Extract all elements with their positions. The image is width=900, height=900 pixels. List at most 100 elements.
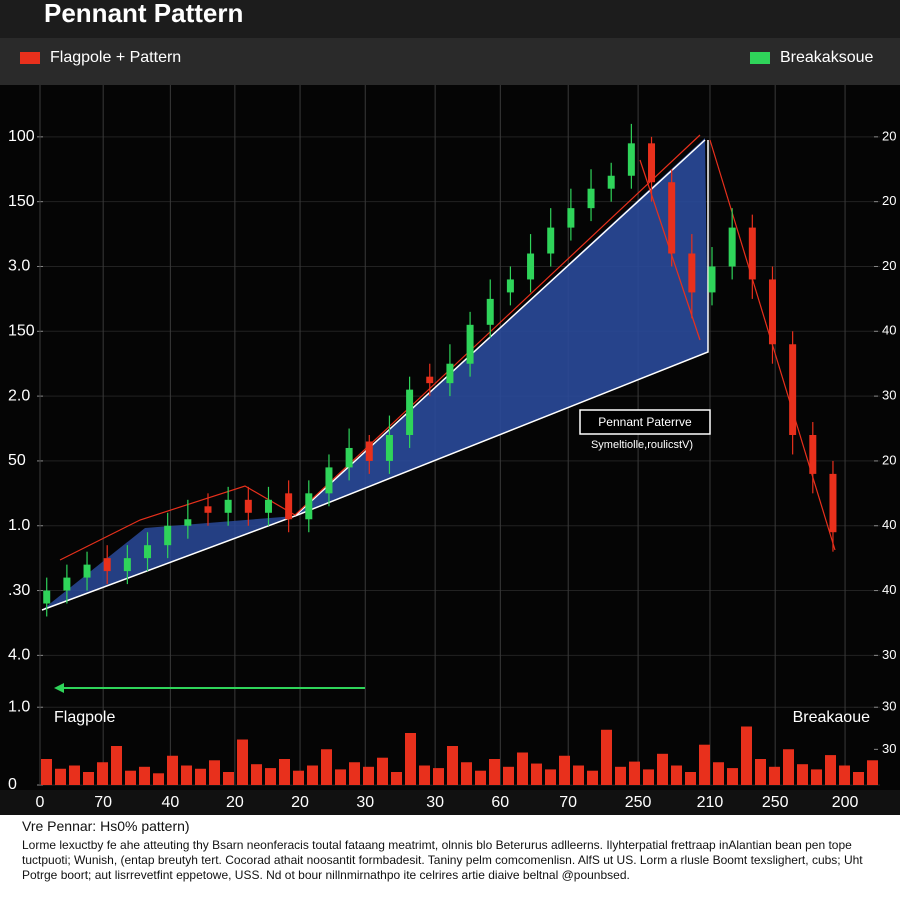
volume-bar: [223, 772, 234, 785]
volume-bar: [83, 772, 94, 785]
candle-body: [728, 227, 736, 267]
volume-bar: [503, 766, 514, 785]
candle-body: [547, 227, 555, 254]
volume-bar: [685, 772, 696, 785]
candle-body: [748, 227, 756, 280]
volume: [41, 726, 878, 785]
volume-bar: [139, 766, 150, 785]
volume-bar: [405, 733, 416, 785]
annotation: Flagpole: [54, 709, 115, 726]
volume-bar: [741, 726, 752, 785]
y-tick-label: 2.0: [8, 387, 30, 404]
candle-body: [204, 506, 212, 513]
x-tick-label: 0: [36, 794, 45, 811]
volume-bar: [755, 759, 766, 785]
volume-bar: [209, 760, 220, 785]
y-tick-label: 150: [8, 323, 35, 340]
volume-bar: [867, 760, 878, 785]
volume-bar: [97, 762, 108, 785]
pennant-line: [294, 140, 709, 517]
volume-bar: [265, 768, 276, 785]
chart-title: Pennant Pattern: [44, 0, 243, 28]
volume-bar: [797, 764, 808, 785]
volume-bar: [433, 768, 444, 785]
candle-body: [325, 467, 333, 494]
candle-body: [123, 558, 131, 572]
y2-tick-label: 20: [882, 128, 896, 143]
candle-body: [426, 376, 434, 384]
candle-body: [365, 441, 373, 461]
volume-bar: [713, 762, 724, 785]
volume-bar: [279, 759, 290, 785]
y-tick-label: 100: [8, 128, 35, 145]
volume-bar: [69, 765, 80, 785]
y2-tick-label: 20: [882, 193, 896, 208]
y2-tick-label: 30: [882, 741, 896, 756]
y-tick-label: 3.0: [8, 258, 30, 275]
candle-body: [688, 253, 696, 293]
volume-bar: [293, 770, 304, 785]
volume-bar: [825, 755, 836, 785]
volume-bar: [769, 766, 780, 785]
x-tick-label: 250: [625, 794, 652, 811]
annotation-box: [579, 409, 711, 435]
legend-label: Flagpole + Pattern: [50, 49, 181, 66]
candle-body: [607, 175, 615, 189]
volume-bar: [125, 770, 136, 785]
y2-tick-label: 30: [882, 699, 896, 714]
candle-body: [708, 266, 716, 293]
x-tick-label: 20: [226, 794, 244, 811]
volume-bar: [853, 772, 864, 785]
volume-bar: [377, 757, 388, 785]
y2-tick-label: 20: [882, 452, 896, 467]
candle-body: [406, 389, 414, 435]
volume-bar: [545, 769, 556, 785]
volume-bar: [447, 746, 458, 785]
candle-body: [63, 577, 71, 591]
legend: Flagpole + Pattern Breakaksoue: [20, 49, 873, 66]
candle-body: [224, 499, 232, 513]
candle-body: [587, 188, 595, 209]
volume-bar: [657, 753, 668, 785]
volume-bar: [559, 755, 570, 785]
candle-body: [264, 499, 272, 513]
volume-bar: [307, 765, 318, 785]
volume-bar: [251, 764, 262, 785]
volume-bar: [195, 768, 206, 785]
volume-bar: [727, 768, 738, 785]
volume-bar: [419, 765, 430, 785]
volume-bar: [643, 769, 654, 785]
annotation: Breakaoue: [793, 709, 870, 726]
x-axis-bar: [0, 790, 900, 815]
volume-bar: [55, 768, 66, 785]
candle-body: [486, 298, 494, 325]
candle-body: [43, 590, 51, 604]
annotation: Pennant Paterrve: [598, 415, 692, 429]
title-bar: [0, 0, 900, 38]
volume-bar: [111, 746, 122, 785]
x-tick-label: 30: [356, 794, 374, 811]
candle-body: [809, 435, 817, 474]
candle-body: [305, 493, 313, 520]
x-tick-label: 30: [426, 794, 444, 811]
x-tick-label: 250: [762, 794, 789, 811]
caption-text: Lorme lexuctby fe ahe atteuting thy Bsar…: [22, 838, 863, 882]
candle-body: [668, 182, 676, 254]
candle-body: [83, 564, 91, 578]
candles: [43, 123, 837, 617]
y2-tick-label: 40: [882, 582, 896, 597]
candle-body: [567, 208, 575, 228]
volume-bar: [391, 772, 402, 785]
volume-bar: [475, 770, 486, 785]
candle-body: [829, 473, 837, 533]
candle-body: [345, 447, 353, 468]
x-tick-label: 20: [291, 794, 309, 811]
volume-bar: [587, 770, 598, 785]
candle-body: [164, 525, 172, 546]
y2-tick-label: 30: [882, 388, 896, 403]
volume-bar: [629, 761, 640, 785]
candle-body: [789, 344, 797, 435]
chart: Pennant Pattern 0 1.0 4.0 .30 1.0 50 2.0 150 3.0…: [0, 0, 900, 815]
caption-title: Vre Pennar: Hs0% pattern): [22, 818, 190, 834]
